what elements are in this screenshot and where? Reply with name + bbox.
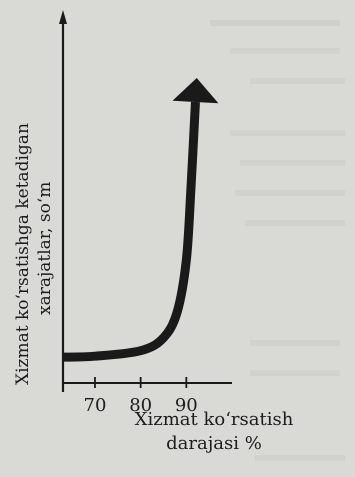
x-tick-label-90: 90 <box>175 395 198 416</box>
series-arrowhead-0 <box>172 78 219 104</box>
series-line-0 <box>62 101 200 362</box>
x-axis-label-line1: Xizmat ko‘rsatish <box>135 409 294 430</box>
series-group <box>62 78 219 362</box>
x-ticks: 70 80 90 <box>84 377 198 416</box>
x-axis-label-line2: darajasi % <box>166 433 262 454</box>
y-axis-label-line2: xarajatlar, so‘m <box>35 182 55 315</box>
y-axis-arrowhead <box>59 10 67 24</box>
bleed-through-texture <box>210 20 345 461</box>
x-tick-label-70: 70 <box>84 395 107 416</box>
x-tick-label-80: 80 <box>129 395 152 416</box>
y-axis-label-line1: Xizmat ko‘rsatishga ketadigan <box>13 123 33 385</box>
